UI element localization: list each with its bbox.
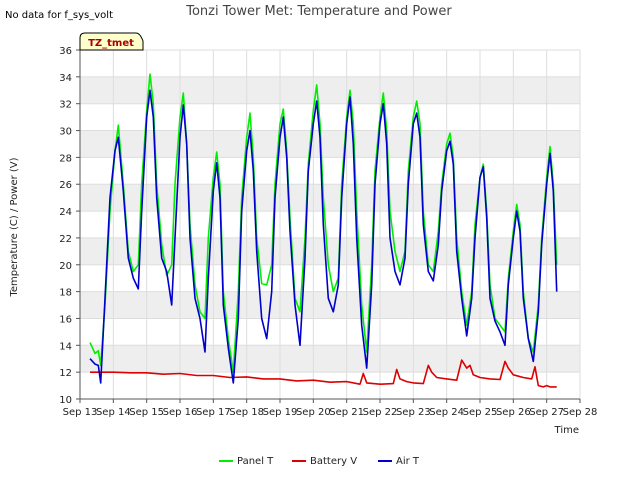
- series-layer: [89, 73, 558, 388]
- background-band: [80, 103, 580, 131]
- x-tick-label: Sep 14: [96, 407, 131, 418]
- series-line-air-t: [89, 89, 558, 384]
- x-tick-label: Sep 15: [129, 407, 164, 418]
- x-tick-label: Sep 23: [396, 407, 431, 418]
- axes: [79, 50, 580, 400]
- y-tick-label: 12: [59, 368, 72, 379]
- no-data-note: No data for f_sys_volt: [5, 10, 113, 21]
- y-tick-label: 14: [59, 341, 72, 352]
- legend: Panel T Battery V Air T: [219, 456, 420, 467]
- y-tick-label: 20: [59, 261, 72, 272]
- site-badge: TZ_tmet: [79, 32, 144, 51]
- site-badge-label: TZ_tmet: [88, 38, 134, 49]
- y-tick-label: 28: [59, 153, 72, 164]
- background-band: [80, 211, 580, 238]
- chart-title: Tonzi Tower Met: Temperature and Power: [185, 4, 452, 19]
- background-band: [80, 237, 580, 265]
- x-tick-label: Sep 18: [229, 407, 264, 418]
- background-band: [80, 50, 580, 77]
- y-tick-label: 32: [59, 100, 72, 111]
- background-band: [80, 76, 580, 104]
- x-tick-label: Sep 27: [529, 407, 564, 418]
- y-tick-label: 18: [59, 288, 72, 299]
- x-tick-label: Sep 20: [296, 407, 331, 418]
- legend-label-battery-v: Battery V: [310, 456, 357, 467]
- x-tick-label: Sep 17: [196, 407, 231, 418]
- y-tick-label: 36: [59, 46, 72, 57]
- y-tick-label: 34: [59, 73, 72, 84]
- y-ticks: 10 12 14 16 18 20 22 24 26 28 30 32 34 36: [59, 46, 80, 406]
- y-tick-label: 10: [59, 395, 72, 406]
- y-tick-label: 16: [59, 314, 72, 325]
- x-tick-label: Sep 13: [63, 407, 98, 418]
- y-axis-title: Temperature (C) / Power (V): [9, 157, 20, 297]
- background-band: [80, 130, 580, 158]
- site-badge-box: [79, 32, 144, 51]
- x-tick-label: Sep 16: [163, 407, 198, 418]
- x-tick-label: Sep 28: [563, 407, 598, 418]
- y-tick-label: 30: [59, 127, 72, 138]
- y-tick-label: 22: [59, 234, 72, 245]
- x-tick-label: Sep 26: [496, 407, 531, 418]
- grid-lines: [79, 49, 581, 400]
- legend-label-panel-t: Panel T: [237, 456, 274, 467]
- y-tick-label: 26: [59, 180, 72, 191]
- background-band: [80, 372, 580, 399]
- background-band: [80, 345, 580, 373]
- x-axis-title: Time: [554, 425, 579, 436]
- x-tick-label: Sep 25: [463, 407, 498, 418]
- x-tick-label: Sep 21: [329, 407, 364, 418]
- background-band: [80, 157, 580, 185]
- x-tick-label: Sep 19: [263, 407, 298, 418]
- background-band: [80, 184, 580, 212]
- plot-background-bands: [80, 50, 580, 399]
- y-tick-label: 24: [59, 207, 72, 218]
- x-tick-label: Sep 24: [429, 407, 464, 418]
- x-tick-label: Sep 22: [363, 407, 398, 418]
- legend-label-air-t: Air T: [396, 456, 420, 467]
